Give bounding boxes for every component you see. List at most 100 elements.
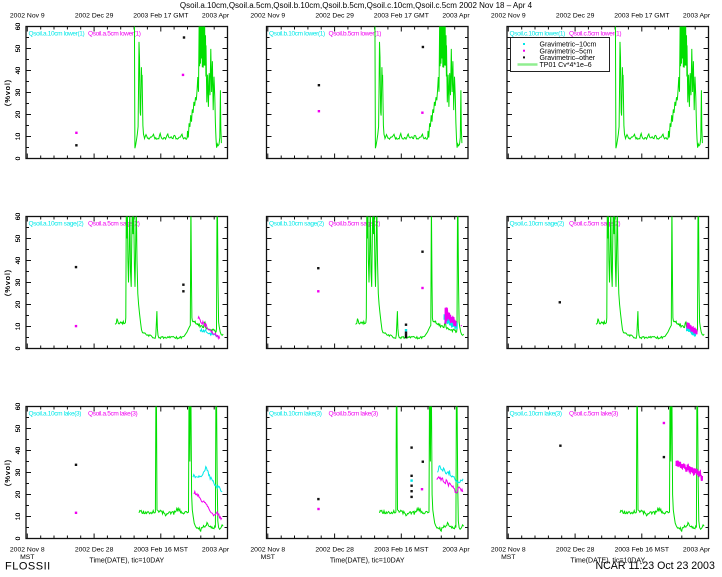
svg-text:2003 Apr: 2003 Apr	[442, 13, 470, 20]
svg-text:0: 0	[15, 156, 22, 160]
svg-text:Gravimetric–5cm: Gravimetric–5cm	[540, 48, 593, 55]
svg-text:60: 60	[15, 23, 22, 31]
svg-text:Gravimetric–other: Gravimetric–other	[540, 55, 596, 62]
svg-text:50: 50	[15, 425, 22, 433]
svg-text:TP01 Cv*4*1e–6: TP01 Cv*4*1e–6	[540, 62, 592, 69]
svg-text:2002 Dec 28: 2002 Dec 28	[315, 547, 354, 554]
svg-text:50: 50	[15, 425, 22, 433]
svg-text:60: 60	[15, 403, 22, 411]
svg-text:0: 0	[15, 156, 22, 160]
svg-text:30: 30	[15, 89, 22, 97]
svg-text:60: 60	[15, 403, 22, 411]
svg-text:Gravimetric–10cm: Gravimetric–10cm	[540, 42, 597, 49]
svg-text:Time(DATE), tic=10DAY: Time(DATE), tic=10DAY	[89, 558, 164, 565]
svg-text:(%vol): (%vol)	[3, 459, 12, 486]
svg-text:2002 Nov 9: 2002 Nov 9	[10, 13, 45, 20]
svg-text:20: 20	[15, 491, 22, 499]
svg-text:0: 0	[15, 346, 22, 350]
svg-text:(%vol): (%vol)	[3, 79, 12, 106]
svg-text:0: 0	[15, 536, 22, 540]
svg-text:40: 40	[15, 447, 22, 455]
svg-text:40: 40	[15, 257, 22, 265]
svg-text:50: 50	[15, 45, 22, 53]
svg-text:20: 20	[15, 491, 22, 499]
svg-text:50: 50	[15, 425, 22, 433]
svg-text:Time(DATE), tic=10DAY: Time(DATE), tic=10DAY	[570, 558, 645, 565]
svg-text:Qsoil.c.10cm lake(3): Qsoil.c.10cm lake(3)	[510, 410, 562, 417]
svg-text:10: 10	[15, 513, 22, 521]
svg-text:Qsoil.b.10cm lower(1): Qsoil.b.10cm lower(1)	[269, 30, 325, 37]
svg-text:Qsoil.b.5cm lake(3): Qsoil.b.5cm lake(3)	[329, 410, 379, 417]
svg-text:2002 Nov 9: 2002 Nov 9	[491, 13, 526, 20]
svg-text:40: 40	[15, 67, 22, 75]
svg-text:Qsoil.c.10cm sage(2): Qsoil.c.10cm sage(2)	[510, 220, 565, 227]
svg-text:30: 30	[15, 279, 22, 287]
svg-text:30: 30	[15, 89, 22, 97]
svg-text:30: 30	[15, 469, 22, 477]
svg-text:0: 0	[15, 346, 22, 350]
svg-text:40: 40	[15, 447, 22, 455]
svg-text:2002 Nov 9: 2002 Nov 9	[250, 13, 285, 20]
svg-text:10: 10	[15, 323, 22, 331]
svg-text:0: 0	[15, 536, 22, 540]
svg-text:Qsoil.a.10cm sage(2): Qsoil.a.10cm sage(2)	[29, 220, 84, 227]
svg-text:0: 0	[15, 156, 22, 160]
svg-text:20: 20	[15, 111, 22, 119]
svg-text:2003 Feb 17 GMT: 2003 Feb 17 GMT	[374, 13, 429, 20]
svg-text:0: 0	[15, 536, 22, 540]
svg-text:2002 Dec 29: 2002 Dec 29	[315, 13, 354, 20]
svg-text:2003 Feb 16 MST: 2003 Feb 16 MST	[374, 547, 428, 554]
svg-text:30: 30	[15, 279, 22, 287]
svg-text:FLOSSII: FLOSSII	[5, 561, 51, 573]
svg-text:10: 10	[15, 133, 22, 141]
svg-text:2002 Dec 29: 2002 Dec 29	[556, 13, 595, 20]
svg-text:10: 10	[15, 513, 22, 521]
svg-text:10: 10	[15, 133, 22, 141]
svg-text:Qsoil.b.5cm sage(2): Qsoil.b.5cm sage(2)	[329, 220, 381, 227]
svg-text:60: 60	[15, 213, 22, 221]
svg-text:20: 20	[15, 301, 22, 309]
svg-text:2003 Apr: 2003 Apr	[683, 13, 711, 20]
svg-text:40: 40	[15, 257, 22, 265]
svg-text:(%vol): (%vol)	[3, 459, 12, 486]
svg-text:60: 60	[15, 23, 22, 31]
svg-text:30: 30	[15, 469, 22, 477]
svg-text:2003 Apr: 2003 Apr	[442, 547, 470, 554]
svg-text:30: 30	[15, 279, 22, 287]
svg-text:(%vol): (%vol)	[3, 79, 12, 106]
svg-text:30: 30	[15, 469, 22, 477]
svg-text:50: 50	[15, 45, 22, 53]
svg-text:40: 40	[15, 67, 22, 75]
svg-text:NCAR 11:23 Oct 23 2003: NCAR 11:23 Oct 23 2003	[596, 560, 715, 572]
svg-text:2003 Feb 17 GMT: 2003 Feb 17 GMT	[614, 13, 669, 20]
svg-text:Qsoil.c.5cm sage(2): Qsoil.c.5cm sage(2)	[569, 220, 620, 227]
svg-text:Qsoil.b.10cm lake(3): Qsoil.b.10cm lake(3)	[269, 410, 322, 417]
svg-text:50: 50	[15, 235, 22, 243]
svg-text:40: 40	[15, 447, 22, 455]
svg-text:50: 50	[15, 235, 22, 243]
svg-text:10: 10	[15, 323, 22, 331]
svg-text:2002 Nov 8: 2002 Nov 8	[491, 547, 526, 554]
svg-text:2002 Dec 28: 2002 Dec 28	[556, 547, 595, 554]
svg-text:Qsoil.b.5cm lower(1): Qsoil.b.5cm lower(1)	[329, 30, 382, 37]
svg-text:MST: MST	[261, 554, 275, 561]
svg-text:(%vol): (%vol)	[3, 79, 12, 106]
svg-text:Qsoil.a.10cm,Qsoil.a.5cm,Qsoil: Qsoil.a.10cm,Qsoil.a.5cm,Qsoil.b.10cm,Qs…	[180, 1, 533, 10]
svg-text:2002 Dec 28: 2002 Dec 28	[75, 547, 114, 554]
svg-text:20: 20	[15, 301, 22, 309]
svg-text:2003 Feb 16 MST: 2003 Feb 16 MST	[615, 547, 669, 554]
svg-text:40: 40	[15, 257, 22, 265]
svg-text:Qsoil.a.10cm lower(1): Qsoil.a.10cm lower(1)	[29, 30, 85, 37]
svg-text:Qsoil.c.10cm lower(1): Qsoil.c.10cm lower(1)	[510, 30, 566, 37]
svg-text:10: 10	[15, 513, 22, 521]
svg-text:60: 60	[15, 403, 22, 411]
svg-text:Qsoil.a.5cm lake(3): Qsoil.a.5cm lake(3)	[88, 410, 138, 417]
svg-text:10: 10	[15, 323, 22, 331]
svg-text:Time(DATE), tic=10DAY: Time(DATE), tic=10DAY	[330, 558, 405, 565]
svg-text:60: 60	[15, 23, 22, 31]
svg-text:10: 10	[15, 133, 22, 141]
svg-text:40: 40	[15, 67, 22, 75]
svg-text:60: 60	[15, 213, 22, 221]
svg-text:20: 20	[15, 491, 22, 499]
svg-text:50: 50	[15, 235, 22, 243]
